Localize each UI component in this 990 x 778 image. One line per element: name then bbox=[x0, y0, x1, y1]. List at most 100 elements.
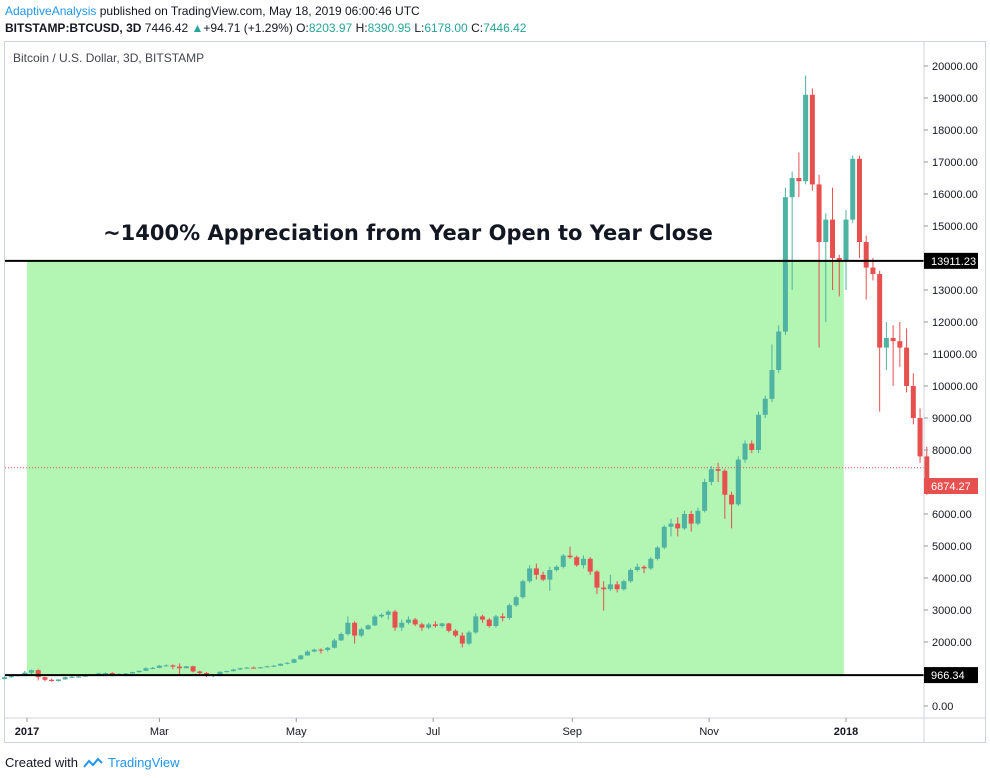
candle-up bbox=[257, 667, 263, 669]
x-tick-label: Nov bbox=[699, 726, 719, 738]
candle-down bbox=[412, 619, 418, 625]
candle-up bbox=[769, 370, 775, 399]
candle-down bbox=[177, 666, 183, 669]
candle-down bbox=[729, 494, 735, 505]
candle-up bbox=[560, 555, 566, 567]
candle-up bbox=[163, 665, 169, 667]
candle-down bbox=[601, 587, 607, 590]
candle-up bbox=[755, 414, 761, 450]
author-link[interactable]: AdaptiveAnalysis bbox=[5, 4, 97, 18]
y-tick-label: 6000.00 bbox=[932, 509, 972, 521]
candle-up bbox=[217, 671, 223, 675]
change-value: +94.71 (+1.29%) bbox=[203, 21, 293, 35]
candle-up bbox=[298, 655, 304, 660]
candle-up bbox=[224, 671, 230, 673]
candle-down bbox=[614, 584, 620, 590]
candle-down bbox=[924, 456, 930, 487]
candle-up bbox=[762, 398, 768, 415]
candle-down bbox=[170, 665, 176, 667]
candle-down bbox=[35, 670, 41, 678]
current-price-label-bg bbox=[924, 478, 978, 495]
candle-up bbox=[8, 676, 14, 678]
candle-down bbox=[109, 673, 115, 675]
candle-up bbox=[96, 673, 102, 675]
candle-up bbox=[331, 640, 337, 648]
candle-up bbox=[735, 459, 741, 505]
candle-up bbox=[69, 676, 75, 678]
candle-up bbox=[271, 665, 277, 667]
candle-down bbox=[251, 667, 257, 669]
candle-up bbox=[399, 622, 405, 628]
low-value: 6178.00 bbox=[424, 21, 468, 35]
candle-up bbox=[358, 629, 364, 636]
candle-up bbox=[493, 616, 499, 626]
publish-info: AdaptiveAnalysis published on TradingVie… bbox=[5, 4, 420, 18]
candle-up bbox=[150, 667, 156, 669]
candle-down bbox=[890, 338, 896, 342]
candle-down bbox=[809, 94, 815, 185]
candle-up bbox=[506, 605, 512, 618]
candle-down bbox=[863, 242, 869, 268]
candle-up bbox=[883, 338, 889, 348]
y-tick-label: 5000.00 bbox=[932, 541, 972, 553]
tradingview-brand[interactable]: TradingView bbox=[107, 755, 180, 770]
x-tick-label: Sep bbox=[562, 726, 582, 738]
candle-up bbox=[311, 649, 317, 652]
candle-down bbox=[453, 630, 459, 636]
candle-up bbox=[22, 672, 28, 676]
last-price: 7446.42 bbox=[144, 21, 189, 35]
current-price-label: 6874.27 bbox=[931, 481, 971, 493]
candle-up bbox=[520, 581, 526, 598]
y-tick-label: 15000.00 bbox=[932, 221, 978, 233]
candle-up bbox=[547, 570, 553, 580]
candle-up bbox=[291, 659, 297, 663]
candle-down bbox=[587, 558, 593, 572]
y-tick-label: 17000.00 bbox=[932, 157, 978, 169]
candle-up bbox=[681, 514, 687, 529]
y-tick-label: 16000.00 bbox=[932, 189, 978, 201]
candle-up bbox=[230, 669, 236, 672]
change-arrow-icon: ▲ bbox=[191, 21, 204, 35]
candle-down bbox=[715, 469, 721, 471]
candle-down bbox=[641, 566, 647, 569]
candle-up bbox=[278, 663, 284, 666]
candle-up bbox=[372, 616, 378, 626]
candle-up bbox=[661, 526, 667, 548]
candle-up bbox=[405, 619, 411, 623]
chart-title: Bitcoin / U.S. Dollar, 3D, BITSTAMP bbox=[13, 51, 204, 65]
candle-down bbox=[749, 443, 755, 450]
candle-down bbox=[500, 616, 506, 618]
candle-down bbox=[796, 178, 802, 182]
candle-up bbox=[28, 670, 34, 673]
candle-down bbox=[446, 623, 452, 631]
y-tick-label: 13000.00 bbox=[932, 285, 978, 297]
candle-down bbox=[870, 267, 876, 274]
level-price-label: 966.34 bbox=[931, 670, 965, 682]
candle-up bbox=[244, 667, 250, 669]
candle-up bbox=[345, 622, 351, 634]
y-tick-label: 11000.00 bbox=[932, 349, 977, 361]
candle-up bbox=[82, 675, 88, 677]
candle-up bbox=[776, 331, 782, 370]
candle-up bbox=[782, 197, 788, 332]
candle-up bbox=[789, 178, 795, 198]
candle-down bbox=[722, 470, 728, 495]
candle-down bbox=[197, 671, 203, 674]
candle-down bbox=[419, 624, 425, 628]
candle-up bbox=[76, 676, 82, 678]
y-tick-label: 12000.00 bbox=[932, 317, 978, 329]
x-tick-label: 2017 bbox=[15, 726, 39, 738]
candle-down bbox=[877, 274, 883, 348]
y-tick-label: 3000.00 bbox=[932, 605, 972, 617]
y-tick-label: 10000.00 bbox=[932, 381, 978, 393]
y-tick-label: 0.00 bbox=[932, 701, 953, 713]
candle-down bbox=[318, 649, 324, 651]
candle-up bbox=[379, 614, 385, 617]
candle-up bbox=[237, 668, 243, 670]
candle-down bbox=[910, 386, 916, 418]
candle-up bbox=[183, 666, 189, 669]
candle-up bbox=[850, 158, 856, 220]
ohlc-legend: BITSTAMP:BTCUSD, 3D 7446.42 ▲+94.71 (+1.… bbox=[5, 21, 526, 35]
candle-up bbox=[264, 666, 270, 668]
